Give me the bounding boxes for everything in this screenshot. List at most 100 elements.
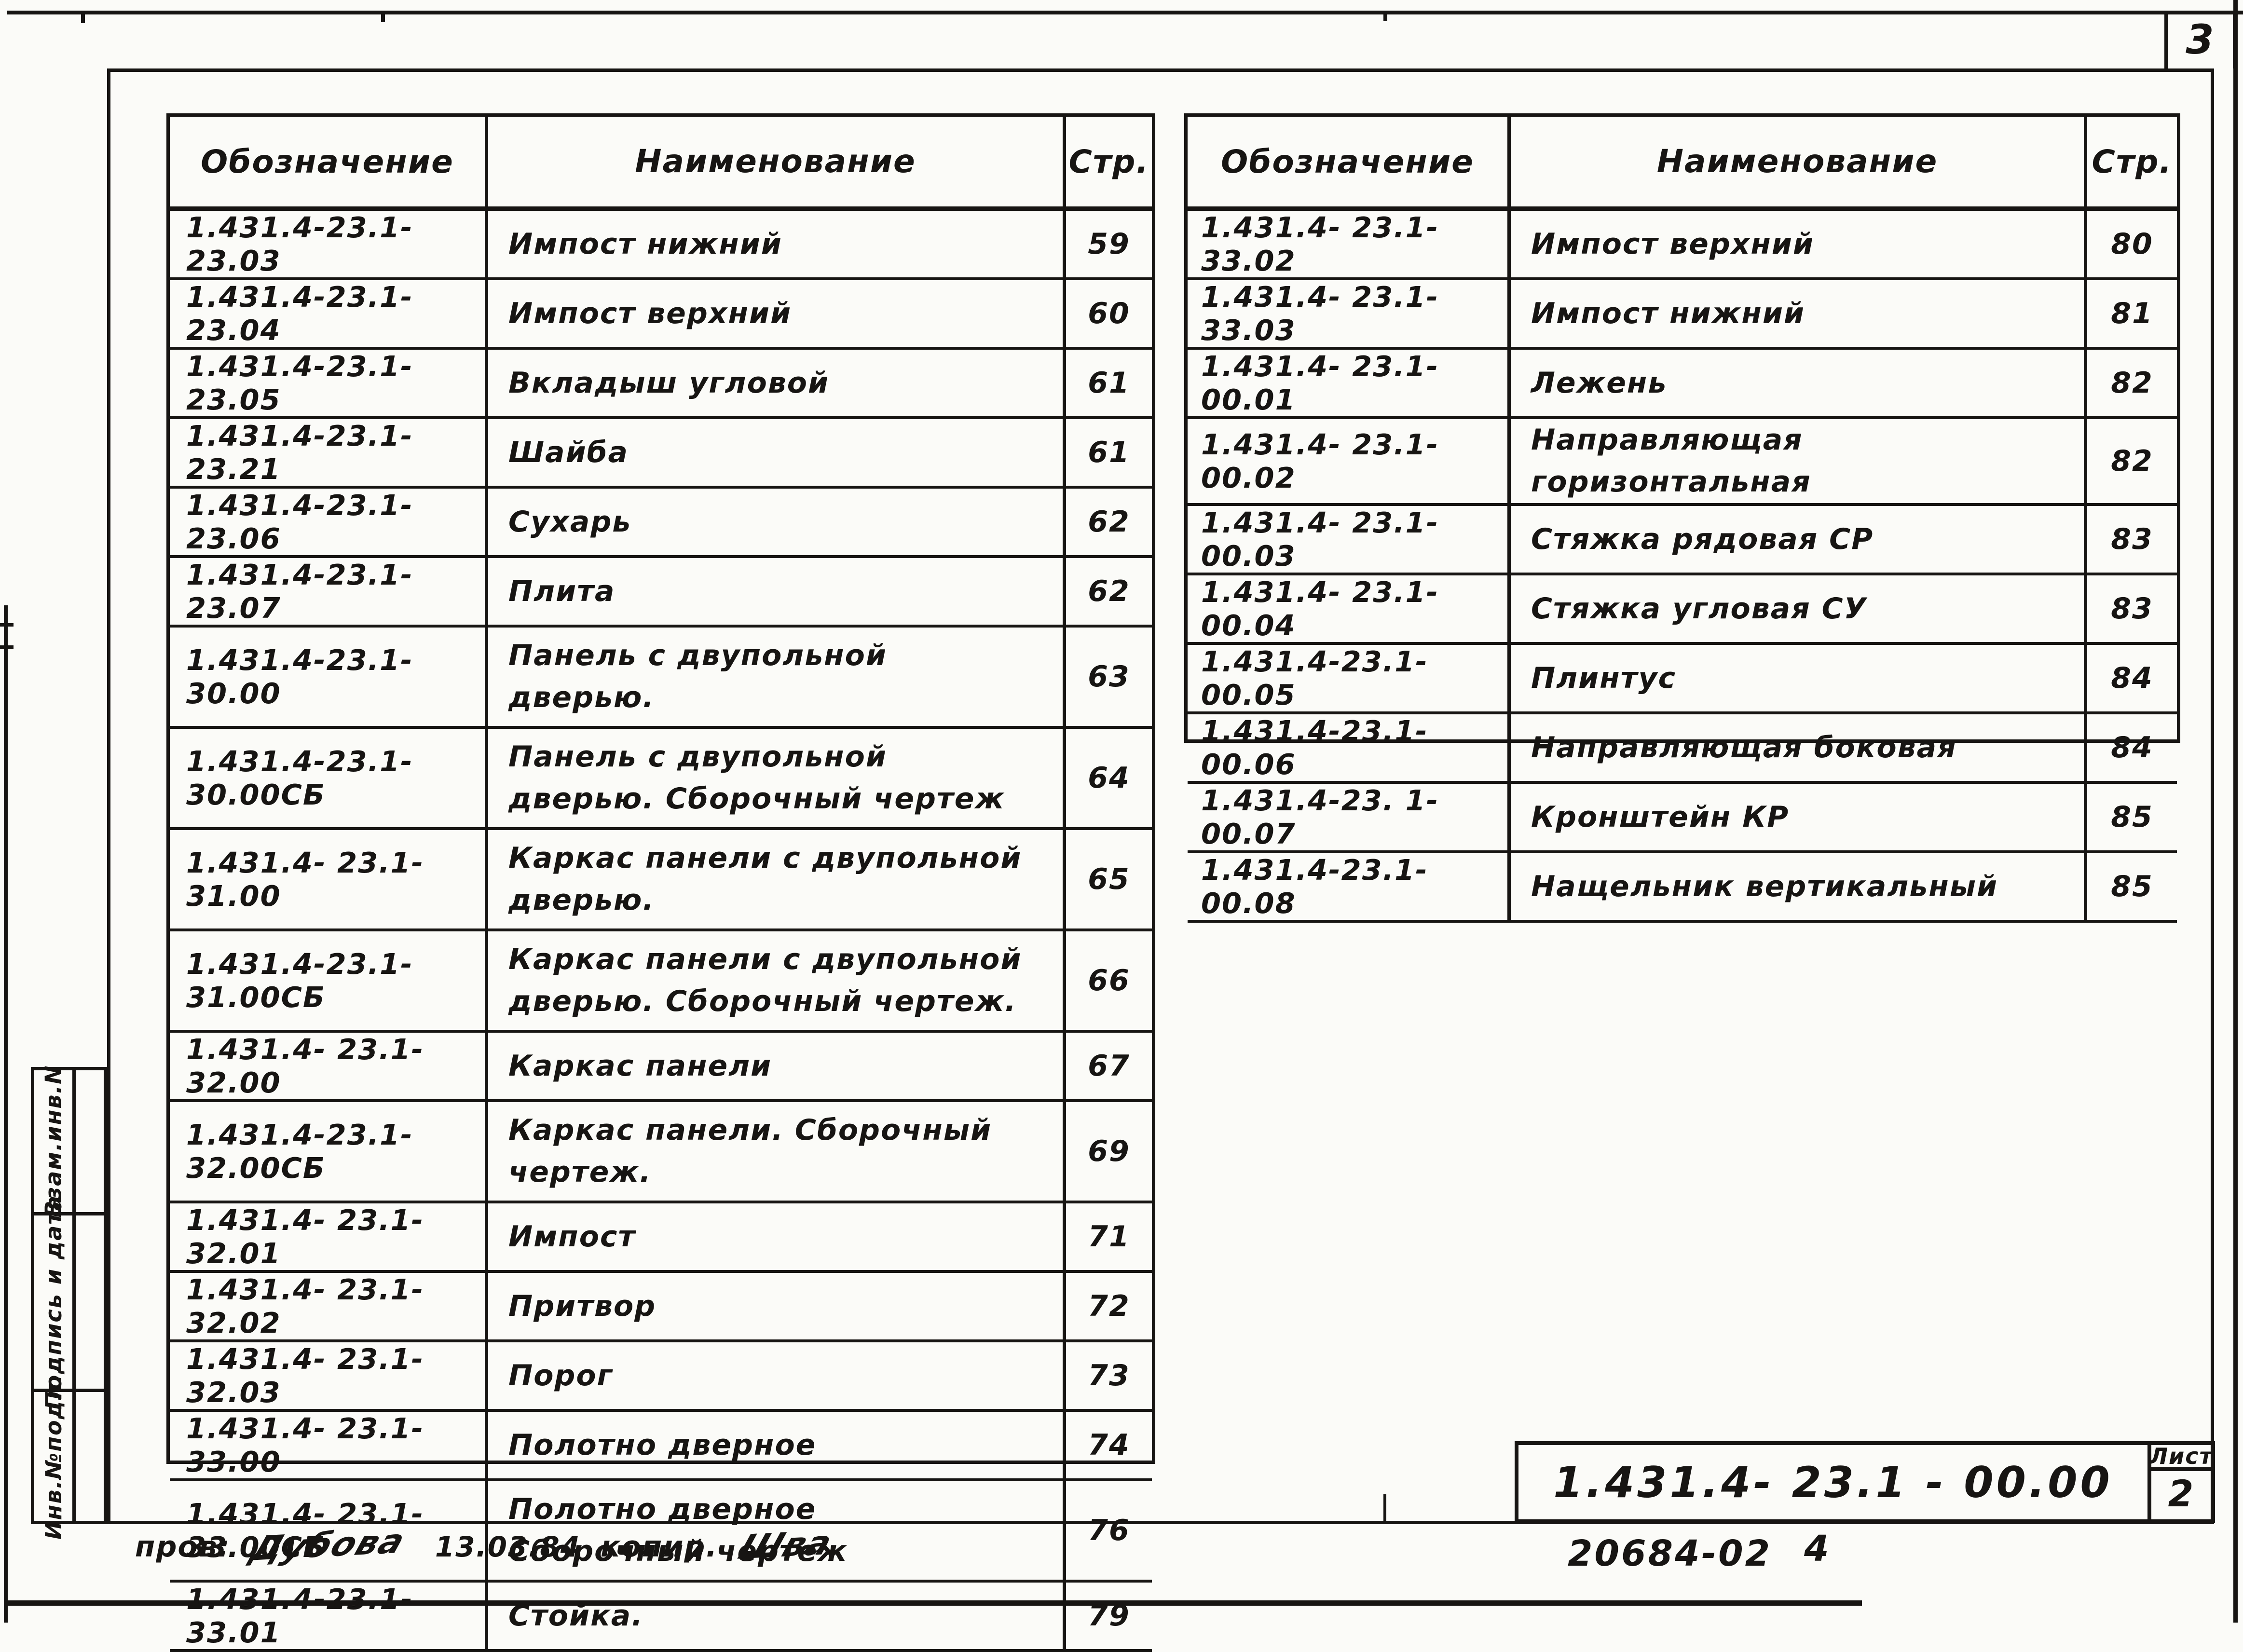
cell-page: 62 [1088, 505, 1130, 539]
table-row: 1.431.4- 23.1-33.00СБ Полотно дверное Сбо… [170, 1481, 1152, 1583]
cell-name: Притвор [488, 1273, 1066, 1339]
footer-code-extra: 4 [1804, 1528, 1830, 1570]
fold-mark [0, 623, 14, 627]
cell-page: 82 [2111, 444, 2153, 478]
column-header-page: Стр. [2092, 143, 2173, 180]
cell-page: 64 [1088, 761, 1130, 795]
cell-page: 83 [2111, 592, 2153, 626]
fold-mark [381, 14, 385, 22]
cell-name: Нащельник вертикальный [1511, 853, 2087, 920]
fold-mark [1383, 14, 1387, 21]
cell-designation: 1.431.4- 23.1- 33.03 [1188, 280, 1511, 347]
cell-name: Каркас панели с двупольной дверью. Сборо… [488, 931, 1066, 1030]
drawing-frame [107, 68, 2214, 1524]
table-row: 1.431.4- 23.1-32.03 Порог 73 [170, 1342, 1152, 1412]
cell-page: 84 [2111, 731, 2153, 765]
table-row: 1.431.4-23.1-23.07 Плита 62 [170, 558, 1152, 628]
table-row: 1.431.4- 23.1-33.00 Полотно дверное 74 [170, 1412, 1152, 1481]
note-date: 13.03.84 [435, 1530, 581, 1563]
side-stamp-label-vzam: Взам.инв.N [34, 1065, 76, 1218]
table-row: 1.431.4- 23.1- 33.03 Импост нижний 81 [1188, 280, 2177, 350]
table-row: 1.431.4- 23.1-00.02 Направляющая горизонт… [1188, 419, 2177, 506]
cell-designation: 1.431.4- 23.1-32.02 [170, 1273, 488, 1339]
cell-designation: 1.431.4-23.1-33.01 [170, 1583, 488, 1649]
cell-page: 85 [2111, 800, 2153, 834]
column-header-designation: Обозначение [170, 117, 488, 206]
cell-page: 71 [1088, 1220, 1130, 1254]
cell-designation: 1.431.4-23.1-23.07 [170, 558, 488, 625]
handwritten-note: пров: Дубова 13.03.84 копир. Шва [135, 1521, 843, 1569]
cell-name: Стяжка угловая СУ [1511, 575, 2087, 642]
cell-name: Панель с двупольной дверью. [488, 628, 1066, 726]
side-stamp-empty-cell [76, 1070, 104, 1212]
cell-designation: 1.431.4- 23.1- 33.02 [1188, 211, 1511, 277]
cell-page: 76 [1088, 1514, 1130, 1547]
sheet-bottom-edge-line [7, 1600, 1862, 1606]
contents-table-right: Обозначение Наименование Стр. 1.431.4- 2… [1184, 113, 2180, 923]
column-header-page: Стр. [1068, 143, 1149, 180]
cell-designation: 1.431.4- 23.1-32.03 [170, 1342, 488, 1409]
cell-name: Плинтус [1511, 645, 2087, 711]
cell-designation: 1.431.4-23.1-23.05 [170, 350, 488, 416]
cell-designation: 1.431.4-23.1-31.00СБ [170, 931, 488, 1030]
cell-page: 63 [1088, 660, 1130, 694]
cell-name: Вкладыш угловой [488, 350, 1066, 416]
note-prefix: пров: [135, 1530, 231, 1564]
cell-designation: 1.431.4-23.1- 23.21 [170, 419, 488, 486]
cell-name: Каркас панели. Сборочный чертеж. [488, 1102, 1066, 1201]
column-header-designation: Обозначение [1188, 117, 1511, 206]
sheet-count-value: 2 [2147, 1467, 2215, 1523]
note-signature-1: Дубова [246, 1521, 411, 1569]
table-row: 1.431.4- 23.1-32.02 Притвор 72 [170, 1273, 1152, 1342]
cell-page: 74 [1088, 1428, 1130, 1462]
cell-page: 85 [2111, 870, 2153, 903]
cell-name: Плита [488, 558, 1066, 625]
cell-page: 66 [1088, 964, 1130, 997]
side-stamp-label-podpis: Подпись и дата [34, 1195, 76, 1409]
cell-page: 79 [1088, 1599, 1130, 1633]
side-stamp-cell: Взам.инв.N [34, 1065, 104, 1218]
cell-page: 69 [1088, 1134, 1130, 1168]
cell-page: 62 [1088, 574, 1130, 608]
cell-page: 73 [1088, 1359, 1130, 1393]
table-row: 1.431.4-23.1-30.00 Панель с двупольной дв… [170, 628, 1152, 729]
side-stamp-block: Взам.инв.N Подпись и дата Инв.№подл. [31, 1065, 107, 1539]
fold-mark [81, 14, 85, 23]
cell-name: Лежень [1511, 350, 2087, 416]
page-number: 3 [2186, 16, 2215, 63]
title-block-left-edge-line [1383, 1494, 1386, 1523]
cell-designation: 1.431.4-23.1-00.06 [1188, 714, 1511, 781]
cell-page: 59 [1088, 227, 1130, 261]
table-row: 1.431.4- 23.1-31.00 Каркас панели с двупо… [170, 830, 1152, 931]
cell-designation: 1.431.4-23.1-23.04 [170, 280, 488, 347]
cell-page: 60 [1088, 297, 1130, 330]
table-row: 1.431.4-23.1- 23.21 Шайба 61 [170, 419, 1152, 489]
cell-name: Каркас панели с двупольной дверью. [488, 830, 1066, 928]
cell-page: 67 [1088, 1049, 1130, 1083]
cell-page: 81 [2111, 297, 2153, 330]
cell-designation: 1.431.4-23.1-32.00СБ [170, 1102, 488, 1201]
table-row: 1.431.4-23.1- 00.08 Нащельник вертикальны… [1188, 853, 2177, 923]
table-row: 1.431.4-23.1-23.04 Импост верхний 60 [170, 280, 1152, 350]
table-row: 1.431.4-23.1-23.06 Сухарь 62 [170, 489, 1152, 558]
cell-name: Сухарь [488, 489, 1066, 555]
table-row: 1.431.4-23.1-23.03 Импост нижний 59 [170, 211, 1152, 280]
cell-designation: 1.431.4-23.1- 00.08 [1188, 853, 1511, 920]
table-row: 1.431.4-23.1-30.00СБ Панель с двупольной … [170, 729, 1152, 830]
table-row: 1.431.4- 23.1- 00.03 Стяжка рядовая СР 83 [1188, 506, 2177, 575]
table-header-row: Обозначение Наименование Стр. [170, 117, 1152, 211]
cell-designation: 1.431.4- 23.1-31.00 [170, 830, 488, 928]
table-row: 1.431.4- 23.1- 00.04 Стяжка угловая СУ 83 [1188, 575, 2177, 645]
side-stamp-empty-cell [76, 1392, 104, 1521]
cell-page: 61 [1088, 436, 1130, 469]
cell-name: Импост [488, 1203, 1066, 1270]
cell-designation: 1.431.4-23.1-30.00СБ [170, 729, 488, 827]
cell-name: Панель с двупольной дверью. Сборочный че… [488, 729, 1066, 827]
cell-designation: 1.431.4- 23.1- 00.04 [1188, 575, 1511, 642]
cell-page: 84 [2111, 661, 2153, 695]
table-row: 1.431.4- 23.1-32.01 Импост 71 [170, 1203, 1152, 1273]
cell-name: Импост нижний [488, 211, 1066, 277]
cell-name: Стойка. [488, 1583, 1066, 1649]
table-row: 1.431.4-23.1-32.00СБ Каркас панели. Сборо… [170, 1102, 1152, 1203]
cell-name: Импост верхний [1511, 211, 2087, 277]
